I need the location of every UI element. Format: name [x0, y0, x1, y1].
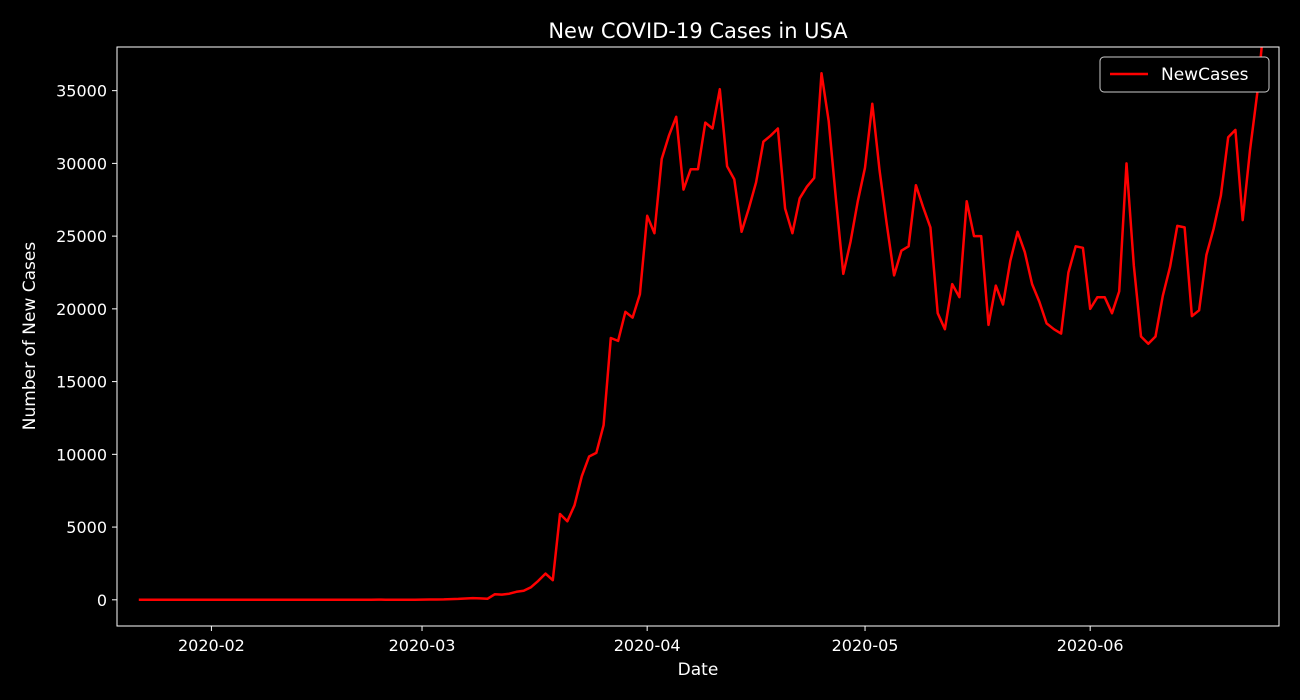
plot-frame — [116, 46, 1280, 627]
y-tick-label: 5000 — [66, 518, 107, 537]
x-tick-label: 2020-02 — [178, 636, 245, 655]
x-axis: 2020-02 2020-03 2020-04 2020-05 2020-06 — [178, 626, 1124, 655]
y-tick-label: 30000 — [56, 154, 107, 173]
x-tick-label: 2020-03 — [389, 636, 456, 655]
legend-box — [1099, 56, 1270, 93]
chart-title: New COVID-19 Cases in USA — [548, 19, 848, 43]
series-layer — [138, 47, 1263, 602]
legend-label: NewCases — [1161, 65, 1249, 85]
x-axis-label: Date — [678, 660, 719, 680]
y-axis-label: Number of New Cases — [20, 242, 40, 431]
y-tick-label: 25000 — [56, 227, 107, 246]
series-line-newcases — [138, 47, 1263, 602]
y-tick-label: 20000 — [56, 300, 107, 319]
legend: NewCases — [1099, 56, 1270, 93]
x-tick-label: 2020-04 — [614, 636, 681, 655]
y-tick-label: 35000 — [56, 82, 107, 101]
x-tick-label: 2020-05 — [832, 636, 899, 655]
y-tick-label: 10000 — [56, 445, 107, 464]
y-axis: 0 5000 10000 15000 20000 25000 30000 35000 — [56, 82, 117, 610]
y-tick-label: 0 — [97, 591, 107, 610]
y-tick-label: 15000 — [56, 373, 107, 392]
x-tick-label: 2020-06 — [1057, 636, 1124, 655]
